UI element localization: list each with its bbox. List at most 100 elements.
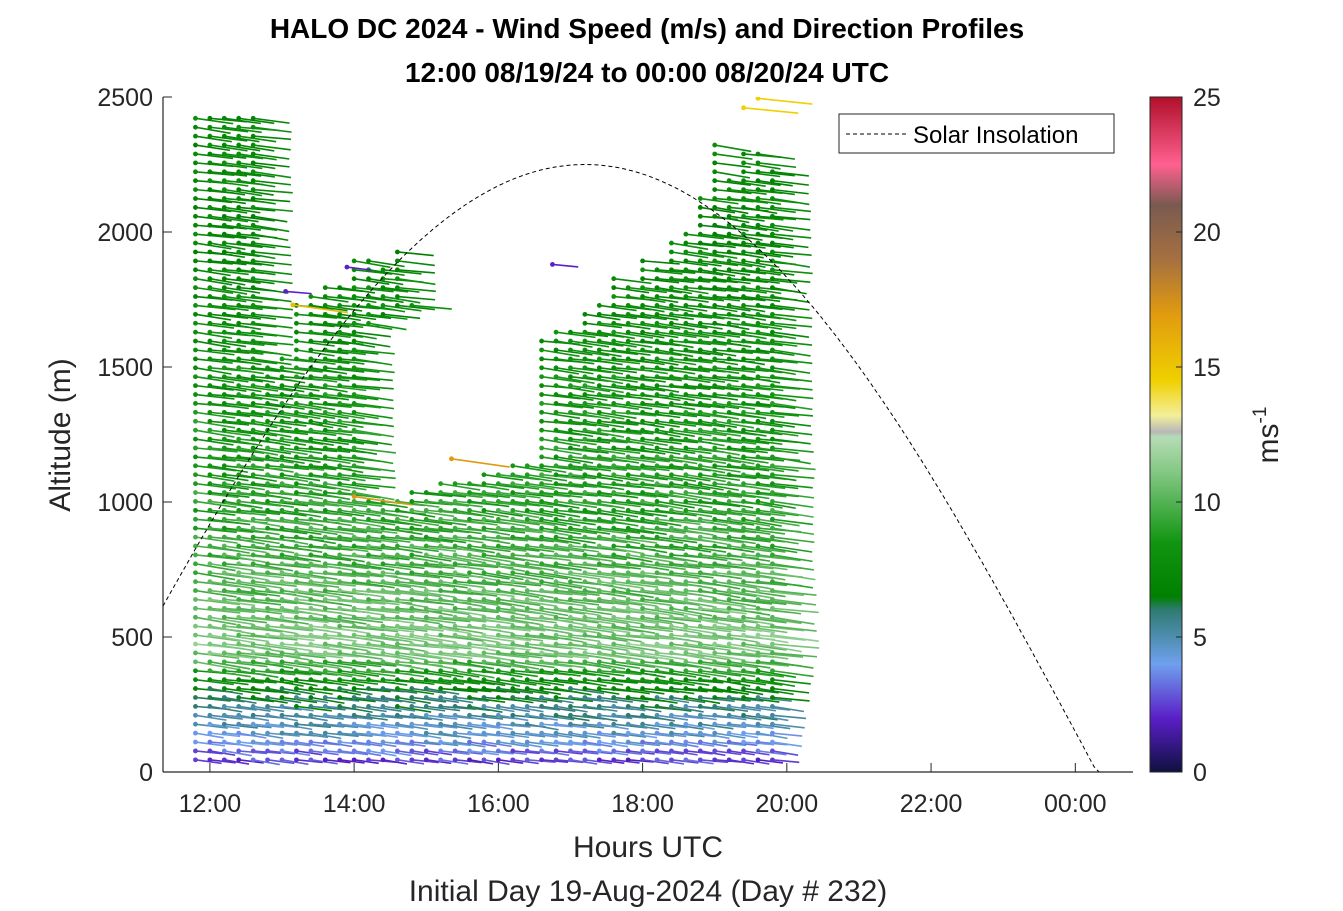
wind-barb-tip <box>582 338 588 344</box>
wind-barb <box>454 589 498 597</box>
wind-barb-tip <box>755 427 761 433</box>
wind-barb-tip <box>625 374 631 380</box>
wind-barb-tip <box>221 739 227 745</box>
wind-barb-tip <box>236 641 242 647</box>
wind-barb-tip <box>279 686 285 691</box>
wind-barb-tip <box>553 383 559 389</box>
wind-barb <box>714 384 753 392</box>
wind-barb-tip <box>452 641 458 647</box>
wind-barb-tip <box>495 481 501 487</box>
wind-barb-tip <box>452 516 458 522</box>
wind-barb-tip <box>236 623 242 629</box>
wind-barb <box>599 429 642 435</box>
wind-barb <box>527 580 570 590</box>
wind-barb-tip <box>207 748 213 754</box>
wind-barb <box>685 554 728 562</box>
wind-barb-tip <box>669 258 674 264</box>
wind-barb <box>757 589 804 597</box>
wind-barb <box>368 625 415 633</box>
wind-barb-tip <box>308 436 314 442</box>
wind-barb-tip <box>322 409 328 415</box>
wind-barb <box>743 411 785 418</box>
wind-barb <box>656 598 700 607</box>
wind-barb <box>714 375 754 381</box>
wind-barb <box>584 358 623 366</box>
wind-barb-tip <box>553 463 559 469</box>
wind-barb <box>772 197 810 206</box>
wind-barb-tip <box>452 561 458 567</box>
wind-barb-tip <box>683 730 689 736</box>
wind-barb-tip <box>611 490 617 495</box>
wind-barb-tip <box>654 418 660 424</box>
wind-barb <box>296 411 336 420</box>
wind-barb <box>685 322 723 330</box>
wind-barb <box>238 678 277 684</box>
wind-barb-tip <box>452 686 458 691</box>
wind-barb-tip <box>640 347 645 353</box>
wind-barb-tip <box>596 588 602 593</box>
wind-barb <box>224 251 260 258</box>
wind-barb <box>642 447 681 455</box>
y-tick-label: 0 <box>139 759 153 787</box>
wind-barb <box>195 661 238 671</box>
wind-barb <box>555 491 598 497</box>
wind-barb-tip <box>539 686 545 691</box>
wind-barb-tip <box>741 160 746 166</box>
wind-barb <box>685 429 727 437</box>
wind-barb-tip <box>755 374 761 380</box>
wind-barb-tip <box>279 579 285 585</box>
wind-barb <box>238 375 276 384</box>
wind-barb-tip <box>625 712 631 718</box>
wind-barb-tip <box>250 445 256 451</box>
wind-barb <box>541 491 583 499</box>
wind-barb-tip <box>294 525 299 531</box>
wind-barb <box>685 607 730 614</box>
wind-barb-tip <box>351 641 357 647</box>
wind-barb-tip <box>755 686 761 691</box>
wind-barb-tip <box>438 757 444 763</box>
wind-barb-tip <box>582 356 588 362</box>
wind-barb-tip <box>265 481 270 487</box>
wind-barb-tip <box>697 436 703 442</box>
wind-barb <box>224 438 263 447</box>
wind-barb <box>209 135 248 142</box>
wind-barb-tip <box>625 552 631 558</box>
wind-barb <box>267 589 310 599</box>
wind-barb <box>195 465 236 472</box>
wind-barb-tip <box>524 588 530 593</box>
wind-barb <box>310 634 357 642</box>
wind-barb-tip <box>193 285 198 291</box>
wind-barb <box>296 652 343 659</box>
wind-barb-tip <box>568 499 573 504</box>
wind-barb <box>642 295 679 304</box>
wind-barb <box>584 652 631 660</box>
wind-barb-tip <box>712 329 718 335</box>
wind-barb-tip <box>366 614 371 620</box>
wind-barb <box>555 331 596 339</box>
wind-barb <box>700 509 743 516</box>
wind-barb-tip <box>712 196 718 201</box>
wind-barb <box>440 580 485 589</box>
wind-barb-tip <box>193 115 198 121</box>
wind-barb-tip <box>207 329 213 335</box>
wind-barb-tip <box>770 534 775 540</box>
wind-barb <box>599 402 639 410</box>
wind-barb <box>238 473 277 483</box>
wind-barb <box>541 563 582 572</box>
wind-barb <box>613 625 656 634</box>
wind-barb-tip <box>409 659 415 665</box>
wind-barb-tip <box>495 757 501 763</box>
wind-barb-tip <box>467 757 472 763</box>
wind-barb-tip <box>640 552 645 558</box>
wind-barb <box>325 465 364 474</box>
wind-barb <box>224 162 263 170</box>
wind-barb-tip <box>308 650 314 656</box>
wind-barb-tip <box>279 739 285 745</box>
wind-barb-tip <box>279 748 285 754</box>
wind-barb-tip <box>322 623 328 629</box>
wind-barb <box>238 607 283 615</box>
wind-barb-tip <box>351 303 357 308</box>
wind-barb <box>195 206 232 213</box>
wind-barb-tip <box>207 365 213 371</box>
